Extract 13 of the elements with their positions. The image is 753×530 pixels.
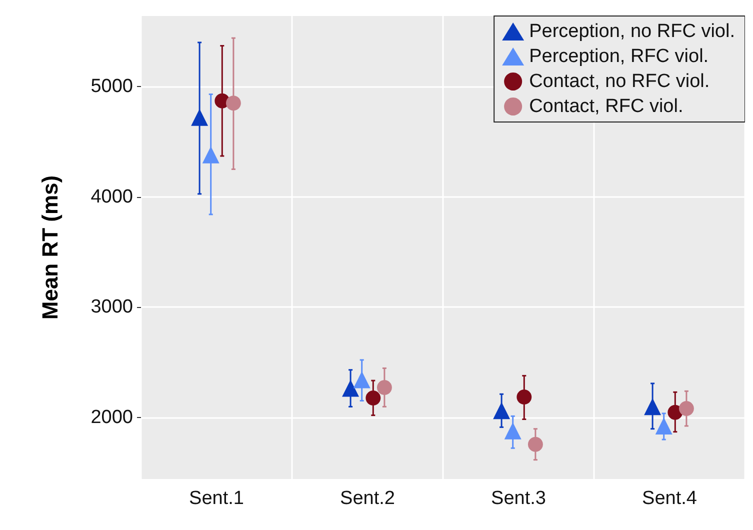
legend-label: Contact, no RFC viol. [529, 71, 710, 92]
x-tick-label: Sent.2 [340, 488, 395, 509]
legend-label: Perception, RFC viol. [529, 46, 709, 67]
y-tick-label: 2000 [90, 406, 133, 428]
x-tick-label: Sent.1 [189, 488, 244, 509]
legend-label: Perception, no RFC viol. [529, 21, 735, 42]
y-tick-label: 3000 [90, 296, 133, 318]
x-tick-label: Sent.3 [491, 488, 546, 509]
x-tick-label: Sent.4 [642, 488, 698, 509]
legend-label: Contact, RFC viol. [529, 96, 684, 117]
y-axis-title: Mean RT (ms) [38, 175, 62, 320]
y-tick-label: 4000 [90, 186, 133, 208]
y-tick-label: 5000 [90, 76, 133, 98]
